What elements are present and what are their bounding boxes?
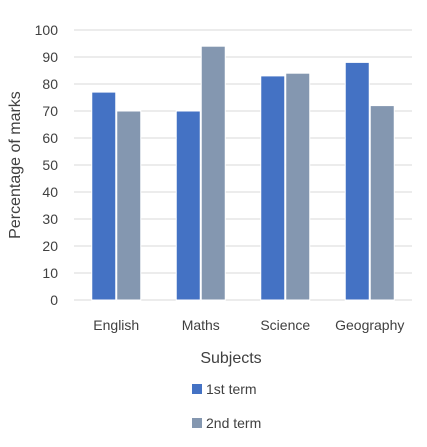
x-axis-title: Subjects (200, 350, 261, 367)
y-tick-label: 40 (42, 184, 58, 200)
legend-label: 1st term (206, 381, 257, 397)
y-tick-labels: 0 10 20 30 40 50 60 70 80 90 100 (35, 22, 59, 308)
x-tick-label: Maths (182, 317, 220, 333)
bar-english-series-2 (116, 110, 142, 301)
y-tick-label: 0 (50, 292, 58, 308)
y-tick-label: 80 (42, 76, 58, 92)
legend-item: 2nd term (192, 415, 261, 431)
x-tick-labels: English Maths Science Geography (93, 317, 404, 333)
y-tick-label: 60 (42, 130, 58, 146)
y-tick-label: 100 (35, 22, 59, 38)
legend: 1st term 2nd term (192, 381, 261, 431)
bar-maths-series-2 (200, 45, 226, 301)
bar-maths-series-1 (175, 110, 201, 301)
bars (91, 45, 395, 301)
y-axis-title: Percentage of marks (7, 91, 24, 239)
y-tick-label: 10 (42, 265, 58, 281)
bar-geography-series-2 (369, 105, 395, 301)
legend-item: 1st term (192, 381, 257, 397)
legend-label: 2nd term (206, 415, 261, 431)
bar-science-series-1 (260, 75, 286, 301)
x-tick-label: Geography (335, 317, 404, 333)
y-tick-label: 70 (42, 103, 58, 119)
bar-geography-series-1 (344, 61, 370, 301)
x-tick-label: English (93, 317, 139, 333)
y-tick-label: 30 (42, 211, 58, 227)
bar-english-series-1 (91, 91, 117, 301)
legend-swatch (192, 384, 202, 394)
bar-science-series-2 (285, 72, 311, 301)
legend-swatch (192, 418, 202, 428)
y-tick-label: 50 (42, 157, 58, 173)
y-tick-label: 20 (42, 238, 58, 254)
x-tick-label: Science (260, 317, 310, 333)
y-tick-label: 90 (42, 49, 58, 65)
